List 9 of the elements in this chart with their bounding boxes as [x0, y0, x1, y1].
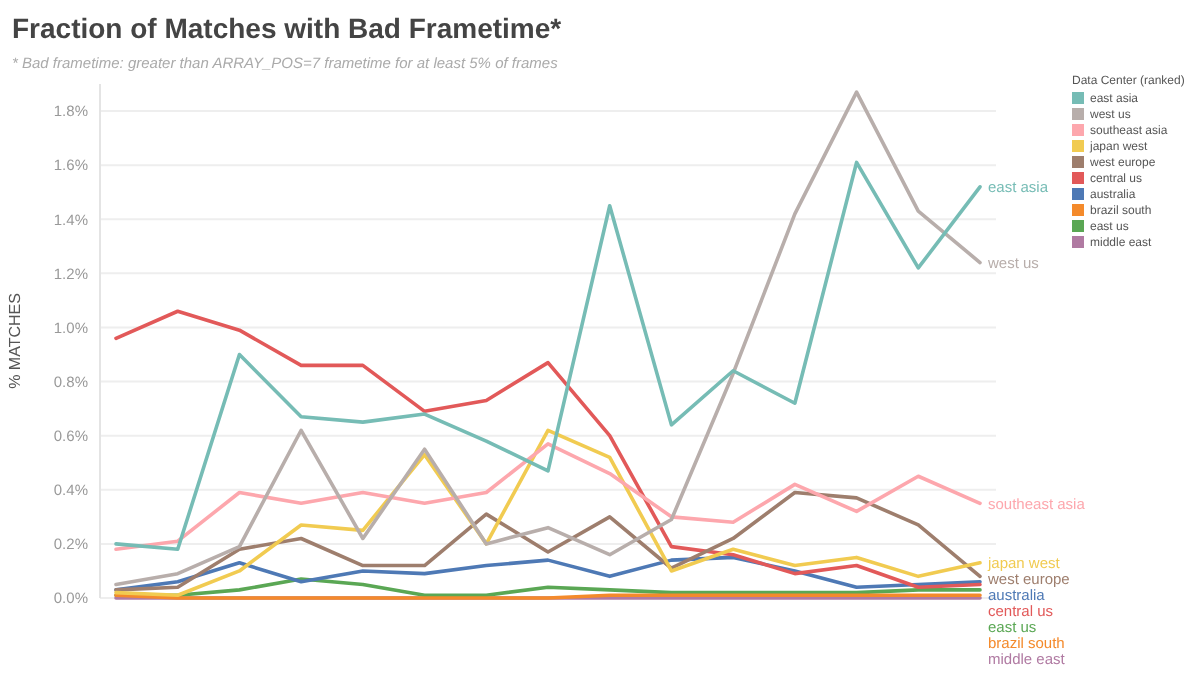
line-series [114, 442, 982, 552]
chart-title: Fraction of Matches with Bad Frametime* [12, 12, 563, 44]
line-series [114, 428, 982, 598]
line-series [114, 90, 982, 587]
line-series [114, 490, 982, 592]
line-series [114, 160, 982, 552]
line-series [114, 309, 982, 589]
line-series [114, 555, 982, 592]
y-axis-title: % MATCHES [6, 293, 24, 389]
